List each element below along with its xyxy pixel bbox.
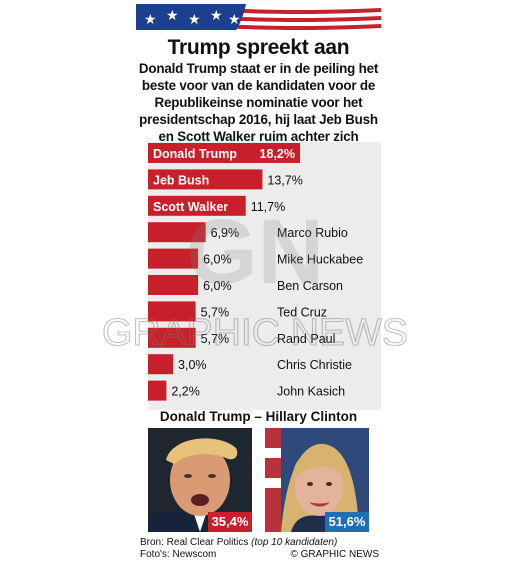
source-line: Bron: Real Clear Politics (top 10 kandid… xyxy=(140,537,337,548)
bar-value-ben-carson: 6,0% xyxy=(203,279,232,293)
source-note: (top 10 kandidaten) xyxy=(251,537,338,548)
svg-text:★: ★ xyxy=(210,8,223,24)
svg-text:★: ★ xyxy=(144,12,157,28)
infographic-panel: ★ ★ ★ ★ ★ Trump spreekt aan Donald Trump… xyxy=(136,4,381,560)
us-flag-banner: ★ ★ ★ ★ ★ xyxy=(136,4,381,30)
bar-john-kasich xyxy=(148,380,167,401)
bar-value-mike-huckabee: 6,0% xyxy=(203,253,232,267)
bar-value-john-kasich: 2,2% xyxy=(171,385,200,399)
bar-chris-christie xyxy=(148,354,174,375)
bar-label-ted-cruz: Ted Cruz xyxy=(277,305,327,319)
trump-percentage: 35,4% xyxy=(208,512,252,532)
page-subtitle: Donald Trump staat er in de peiling het … xyxy=(138,61,379,144)
clinton-photo: 51,6% xyxy=(265,428,369,532)
bar-value-jeb-bush: 13,7% xyxy=(267,173,302,187)
copyright-credit: © GRAPHIC NEWS xyxy=(290,549,380,560)
clinton-percentage: 51,6% xyxy=(325,512,369,532)
bar-label-mike-huckabee: Mike Huckabee xyxy=(277,253,363,267)
bar-label-donald-trump: Donald Trump xyxy=(153,147,237,161)
bar-label-john-kasich: John Kasich xyxy=(277,385,345,399)
bar-ben-carson xyxy=(148,275,199,295)
bar-value-chris-christie: 3,0% xyxy=(178,358,207,372)
bar-marco-rubio xyxy=(148,222,206,243)
bar-value-marco-rubio: 6,9% xyxy=(211,226,240,240)
trump-photo: 35,4% xyxy=(148,428,252,532)
bar-label-scott-walker: Scott Walker xyxy=(153,200,228,214)
bar-mike-huckabee xyxy=(148,248,199,269)
photo-credit: Foto's: Newscom xyxy=(140,549,217,560)
bar-value-scott-walker: 11,7% xyxy=(251,200,286,214)
bar-ted-cruz xyxy=(148,301,196,322)
bar-value-donald-trump: 18,2% xyxy=(260,147,295,161)
bar-label-chris-christie: Chris Christie xyxy=(277,358,352,372)
bar-label-ben-carson: Ben Carson xyxy=(277,279,343,293)
svg-text:★: ★ xyxy=(188,12,201,28)
source-text: Bron: Real Clear Politics xyxy=(140,537,249,548)
bar-scott-walker xyxy=(148,195,246,216)
bar-label-jeb-bush: Jeb Bush xyxy=(153,173,209,187)
matchup-title: Donald Trump – Hillary Clinton xyxy=(159,409,358,424)
svg-text:★: ★ xyxy=(228,12,241,28)
bar-jeb-bush xyxy=(148,169,263,190)
bar-value-ted-cruz: 5,7% xyxy=(201,305,230,319)
page-title: Trump spreekt aan xyxy=(167,36,350,59)
poll-bar-chart: Donald Trump 18,2% Jeb Bush 13,7% Scott Walk… xyxy=(148,143,363,401)
bar-value-rand-paul: 5,7% xyxy=(201,332,230,346)
svg-text:★: ★ xyxy=(166,8,179,24)
bar-label-rand-paul: Rand Paul xyxy=(277,332,335,346)
bar-donald-trump xyxy=(148,143,300,163)
bar-rand-paul xyxy=(148,327,196,348)
bar-label-marco-rubio: Marco Rubio xyxy=(277,226,348,240)
